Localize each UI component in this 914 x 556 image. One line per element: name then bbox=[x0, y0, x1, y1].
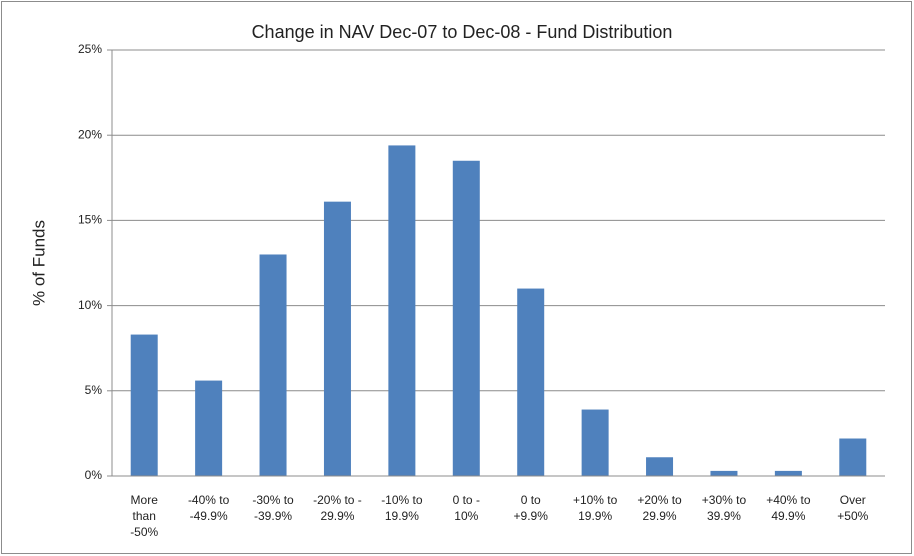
bar bbox=[388, 145, 416, 476]
bar bbox=[517, 288, 545, 476]
x-tick-label: +40% to 49.9% bbox=[766, 493, 811, 523]
bar bbox=[710, 470, 738, 476]
y-axis-label: % of Funds bbox=[29, 220, 48, 306]
bar bbox=[259, 254, 287, 476]
bar bbox=[774, 470, 802, 476]
x-tick-label: -10% to 19.9% bbox=[381, 493, 423, 523]
y-tick-label: 20% bbox=[78, 127, 102, 141]
y-tick-label: 25% bbox=[78, 42, 102, 56]
x-tick-label: -30% to -39.9% bbox=[252, 493, 294, 523]
y-tick-label: 10% bbox=[78, 298, 102, 312]
chart-title: Change in NAV Dec-07 to Dec-08 - Fund Di… bbox=[252, 22, 673, 42]
y-tick-label: 5% bbox=[85, 383, 103, 397]
x-tick-label: 0 to - 10% bbox=[452, 493, 480, 523]
x-tick-label: Over +50% bbox=[837, 493, 869, 523]
bar bbox=[839, 438, 867, 476]
bar bbox=[130, 334, 158, 476]
bar bbox=[323, 201, 351, 476]
x-tick-label: +30% to 39.9% bbox=[701, 493, 747, 523]
y-tick-label: 15% bbox=[78, 213, 102, 227]
bar bbox=[646, 457, 674, 476]
x-tick-label: +10% to 19.9% bbox=[572, 493, 618, 523]
x-tick-label: 0 to +9.9% bbox=[513, 493, 548, 523]
bar bbox=[452, 160, 480, 476]
bar bbox=[581, 409, 609, 476]
x-tick-label: More than -50% bbox=[130, 493, 159, 539]
x-tick-label: -20% to - 29.9% bbox=[313, 493, 362, 523]
x-tick-label: +20% to 29.9% bbox=[637, 493, 682, 523]
x-tick-label: -40% to -49.9% bbox=[187, 493, 230, 523]
bar bbox=[195, 380, 223, 476]
y-tick-label: 0% bbox=[85, 468, 103, 482]
